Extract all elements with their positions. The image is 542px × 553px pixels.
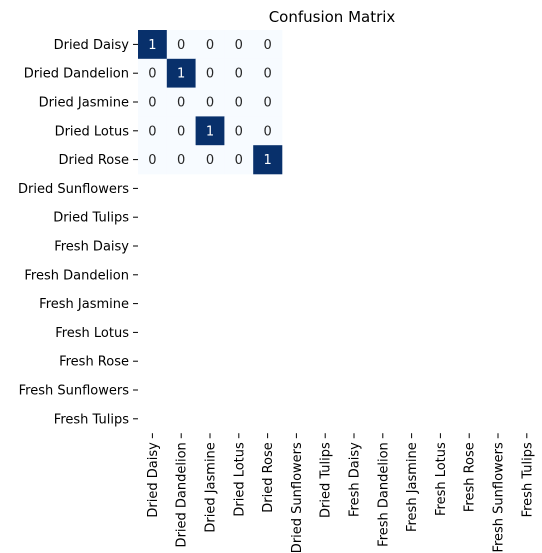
cell-value-label: 0 [263, 38, 271, 53]
x-tick-label: Fresh Lotus [434, 442, 449, 516]
heatmap-cells: 1 0 0 0 0 0 1 0 0 0 0 0 0 0 0 0 0 1 0 0 0 0 0 0 1 [138, 30, 283, 175]
x-tick-label: Fresh Tulips [520, 442, 535, 517]
heatmap-cell [195, 116, 225, 146]
cell-value-label: 0 [263, 124, 271, 139]
x-axis-ticks: Dried Daisy Dried Dandelion Dried Jasmine D… [146, 433, 535, 553]
y-tick-label: Dried Jasmine [39, 96, 129, 111]
heatmap-cell [166, 30, 196, 60]
cell-value-label: 0 [206, 38, 214, 53]
chart-title: Confusion Matrix [269, 8, 396, 26]
heatmap-cell [224, 87, 254, 117]
x-tick-label: Dried Daisy [146, 442, 161, 518]
cell-value-label: 1 [148, 38, 156, 53]
cell-value-label: 0 [206, 67, 214, 82]
heatmap-cell [195, 145, 225, 175]
cell-value-label: 0 [177, 153, 185, 168]
x-tick-label: Fresh Daisy [348, 442, 363, 517]
cell-value-label: 0 [235, 38, 243, 53]
heatmap-cell [224, 58, 254, 88]
x-tick-label: Dried Lotus [232, 442, 247, 517]
heatmap-cell [224, 30, 254, 60]
heatmap-cell [253, 30, 283, 60]
y-tick-label: Fresh Dandelion [24, 268, 129, 283]
cell-value-label: 0 [206, 153, 214, 168]
heatmap-cell [195, 58, 225, 88]
heatmap-cell [138, 58, 168, 88]
cell-value-label: 1 [177, 67, 185, 82]
x-tick-label: Fresh Rose [463, 442, 478, 512]
cell-value-label: 0 [148, 67, 156, 82]
x-tick-label: Fresh Dandelion [376, 442, 391, 547]
cell-value-label: 0 [235, 153, 243, 168]
x-tick-label: Dried Tulips [319, 442, 334, 518]
y-tick-label: Dried Dandelion [24, 67, 129, 82]
heatmap-cell [138, 87, 168, 117]
y-tick-label: Fresh Daisy [54, 240, 129, 255]
cell-value-label: 1 [206, 124, 214, 139]
heatmap-cell [224, 116, 254, 146]
y-tick-label: Fresh Lotus [55, 326, 129, 341]
heatmap-cell [138, 116, 168, 146]
cell-value-label: 0 [148, 153, 156, 168]
cell-value-label: 0 [263, 96, 271, 111]
cell-value-label: 0 [177, 96, 185, 111]
heatmap-cell [166, 87, 196, 117]
x-tick-label: Dried Sunflowers [290, 442, 305, 553]
y-tick-label: Dried Tulips [53, 211, 129, 226]
cell-value-label: 0 [148, 124, 156, 139]
y-tick-label: Dried Rose [58, 153, 129, 168]
heatmap-cell [166, 58, 196, 88]
heatmap-cell [253, 145, 283, 175]
y-tick-label: Fresh Jasmine [39, 297, 129, 312]
y-axis-ticks: Dried Daisy Dried Dandelion Dried Jasmine D… [18, 38, 138, 427]
y-tick-label: Dried Daisy [54, 38, 130, 53]
heatmap-cell [253, 87, 283, 117]
cell-value-label: 0 [206, 96, 214, 111]
heatmap-cell [138, 30, 168, 60]
y-tick-label: Fresh Tulips [54, 412, 129, 427]
y-tick-label: Dried Sunflowers [18, 182, 129, 197]
x-tick-label: Fresh Jasmine [405, 442, 420, 532]
x-tick-label: Fresh Sunflowers [492, 442, 507, 553]
cell-value-label: 0 [148, 96, 156, 111]
heatmap-cell [195, 30, 225, 60]
cell-value-label: 0 [235, 96, 243, 111]
cell-value-label: 0 [235, 67, 243, 82]
heatmap-cell [195, 87, 225, 117]
heatmap-cell [166, 145, 196, 175]
y-tick-label: Fresh Rose [59, 355, 129, 370]
cell-value-label: 0 [177, 38, 185, 53]
cell-value-label: 0 [263, 67, 271, 82]
heatmap-cell [253, 58, 283, 88]
heatmap-cell [224, 145, 254, 175]
y-tick-label: Dried Lotus [55, 124, 130, 139]
x-tick-label: Dried Dandelion [175, 442, 190, 547]
heatmap-cell [138, 145, 168, 175]
x-tick-label: Dried Rose [261, 442, 276, 513]
cell-value-label: 1 [263, 153, 271, 168]
cell-value-label: 0 [235, 124, 243, 139]
cell-value-label: 0 [177, 124, 185, 139]
heatmap-cell [253, 116, 283, 146]
y-tick-label: Fresh Sunflowers [19, 384, 130, 399]
heatmap-cell [166, 116, 196, 146]
x-tick-label: Dried Jasmine [204, 442, 219, 532]
